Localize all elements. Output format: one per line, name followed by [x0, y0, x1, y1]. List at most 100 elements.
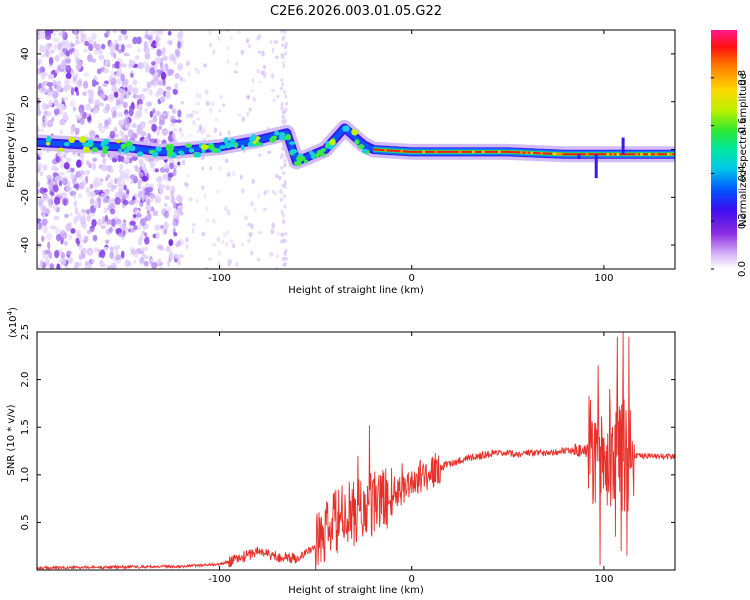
ridge-blob — [136, 151, 144, 157]
spectrogram-ticks: -100 0 100 -40 -20 0 20 40 — [20, 30, 675, 284]
spectrogram-noise-dot — [141, 88, 148, 93]
spectrogram-noise-dot — [251, 178, 255, 184]
spectrogram-noise-dot — [69, 129, 75, 136]
snr-scale-prefix: (x10 — [8, 315, 19, 338]
spectrogram-noise-dot — [279, 188, 283, 195]
spectrogram-noise-dot — [87, 263, 92, 269]
spectrogram-noise-dot — [81, 157, 85, 166]
spectrogram-noise-dot — [154, 224, 161, 231]
spectrogram-noise-dot — [150, 42, 156, 48]
spectrogram-noise-dot — [61, 192, 68, 199]
ridge-blob — [293, 160, 302, 167]
spectrogram-noise-dot — [69, 100, 76, 108]
spectrogram-noise-dot — [89, 130, 96, 138]
spectrogram-noise-dot — [74, 261, 80, 269]
ridge-hot-spot — [530, 151, 534, 155]
ridge-hot-spot — [616, 152, 620, 156]
spectrogram-noise-dot — [187, 71, 191, 77]
ridge-hot-spot — [519, 151, 523, 154]
spectrogram-noise-dot — [169, 251, 174, 260]
spectrogram-noise-dot — [172, 201, 177, 209]
snr-scale-label: (x104) — [6, 307, 19, 338]
colorbar-tick-label: 0.4 — [737, 165, 748, 181]
spectrogram-noise-dot — [207, 257, 212, 261]
spectrogram-noise-dot — [280, 209, 284, 214]
spectrogram-noise-dot — [136, 213, 142, 218]
spectrogram-ytick-label: -20 — [20, 189, 31, 205]
spectrogram-noise-dot — [168, 104, 174, 110]
spectrogram-noise-dot — [183, 182, 189, 186]
spectrogram-noise-dot — [133, 259, 137, 264]
spectrogram-noise-dot — [172, 88, 178, 95]
ridge-hot-spot — [640, 152, 643, 156]
spectrogram-noise-dot — [283, 256, 287, 261]
spectrogram-noise-dot — [218, 94, 224, 100]
spectrogram-noise-dot — [240, 242, 244, 247]
spectrogram-noise-dot — [48, 99, 53, 108]
spectrogram-noise-dot — [266, 189, 270, 194]
spectrogram-noise-dot — [195, 92, 199, 98]
spectrogram-noise-dot — [172, 219, 176, 227]
spectrogram-noise-dot — [115, 96, 122, 101]
spectrogram-noise-dot — [83, 48, 88, 53]
spectrogram-noise-dot — [44, 104, 50, 110]
spectrogram-noise-dot — [110, 218, 116, 227]
spectrogram-noise-dot — [59, 118, 66, 126]
spectrogram-noise-dot — [65, 157, 71, 163]
spectrogram-noise-dot — [112, 30, 118, 34]
spectrogram-noise-dot — [188, 197, 193, 202]
spectrogram-noise-dot — [280, 165, 284, 170]
spectrogram-noise-dot — [145, 205, 152, 211]
spectrogram-noise-dot — [53, 43, 59, 50]
ridge-blob — [115, 139, 121, 144]
spectrogram-noise-dot — [125, 194, 130, 200]
spectrogram-noise-dot — [173, 232, 178, 237]
spectrogram-noise-dot — [65, 50, 71, 57]
spectrogram-noise-dot — [124, 113, 129, 120]
snr-series-line — [37, 332, 675, 570]
ridge-hot-spot — [458, 150, 462, 154]
spectrogram-noise-dot — [79, 117, 85, 126]
spectrogram-ytick-label: 20 — [20, 95, 31, 108]
spectrogram-noise-dot — [134, 165, 138, 170]
spectrogram-noise-dot — [145, 48, 151, 55]
spectrogram-noise-dot — [149, 160, 155, 169]
spectrogram-noise-dot — [43, 111, 48, 116]
spectrogram-noise-dot — [124, 259, 130, 268]
spectrogram-noise-dot — [117, 190, 124, 199]
spectrogram-noise-dot — [100, 153, 106, 158]
spectrogram-noise-dot — [151, 123, 157, 132]
spectrogram-noise-dot — [191, 119, 197, 126]
spectrogram-noise-dot — [82, 111, 87, 120]
ridge-hot-spot — [525, 151, 529, 155]
ridge-blob — [85, 146, 91, 153]
spectrogram-noise-dot — [46, 232, 53, 241]
spectrogram-noise-dot — [169, 115, 176, 123]
spectrogram-noise-dot — [121, 63, 127, 68]
ridge-blob — [228, 142, 236, 148]
spectrogram-noise-dot — [243, 215, 249, 220]
ridge-blob — [206, 144, 215, 150]
spectrogram-noise-dot — [90, 190, 96, 198]
spectrogram-noise-dot — [201, 185, 205, 190]
spectrogram-noise-dot — [271, 222, 276, 229]
spectrogram-noise-dot — [137, 62, 144, 70]
spectrogram-noise-dot — [73, 30, 78, 35]
spectrogram-noise-dot — [125, 188, 130, 195]
spectrogram-noise-dot — [92, 179, 100, 189]
ridge-hot-spot — [606, 152, 610, 156]
spectrogram-noise-dot — [163, 228, 168, 235]
spectrogram-noise-dot — [144, 107, 148, 114]
spectrogram-noise-dot — [106, 30, 111, 35]
ridge-blob — [316, 149, 324, 156]
spectrogram-noise-dot — [41, 87, 46, 92]
spectrogram-noise-dot — [120, 124, 126, 130]
spectrogram-noise-dot — [280, 102, 284, 107]
spectrogram-noise-dot — [195, 70, 201, 75]
spectrogram-noise-dot — [55, 68, 61, 74]
spectrogram-noise-dot — [155, 110, 161, 117]
spectrogram-noise-dot — [81, 247, 88, 255]
spectrogram-noise-dot — [261, 50, 265, 57]
spectrogram-noise-dot — [205, 100, 210, 106]
ridge-blob — [301, 156, 306, 161]
